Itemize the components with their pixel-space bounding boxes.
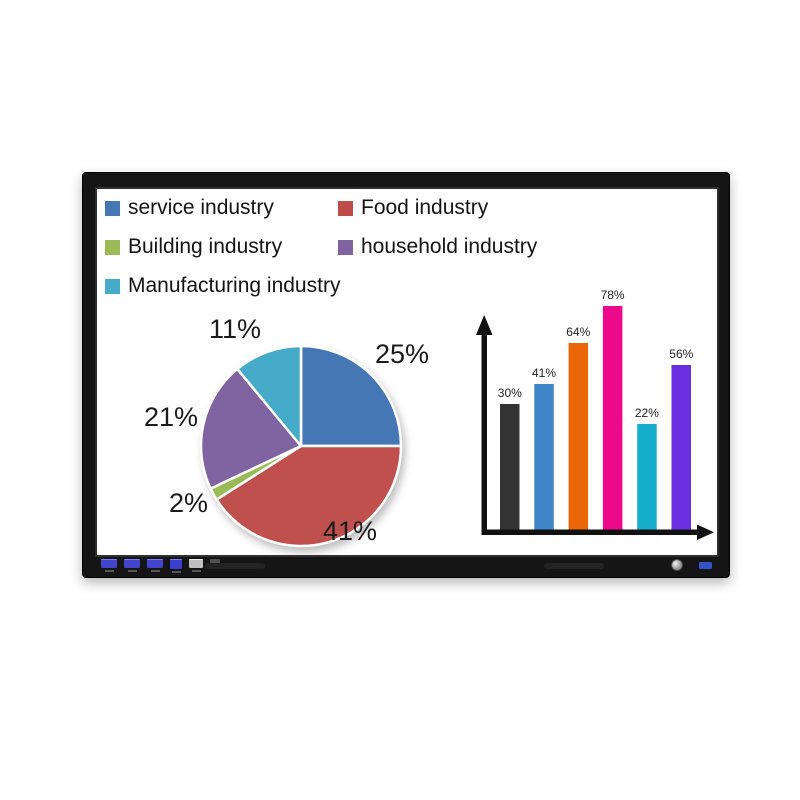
- bar: [637, 424, 657, 532]
- pie-chart: [199, 344, 403, 548]
- bar-value-label: 22%: [635, 406, 659, 420]
- legend-item: Manufacturing industry: [105, 274, 341, 297]
- speaker-grille: [205, 563, 265, 569]
- bar: [671, 365, 691, 532]
- pie-label-building: 2%: [169, 488, 209, 518]
- legend-item-label: Building industry: [128, 235, 283, 258]
- legend-item: Food industry: [338, 196, 705, 219]
- lan-port: [170, 559, 182, 573]
- port-label: [150, 570, 160, 572]
- power-button[interactable]: [671, 559, 683, 571]
- bar-value-label: 64%: [566, 325, 590, 339]
- pie-slice: [299, 344, 403, 448]
- port-label: [191, 570, 201, 572]
- bar: [500, 404, 520, 532]
- vga-port-1: [101, 559, 117, 572]
- legend: service industry Food industry Building in…: [105, 196, 705, 297]
- legend-item: Building industry: [105, 235, 338, 258]
- pie-label-manufacturing: 11%: [209, 314, 262, 344]
- legend-item-label: household industry: [361, 235, 538, 258]
- pie-label-food: 41%: [323, 516, 378, 546]
- legend-item: service industry: [105, 196, 338, 219]
- bar-chart: 30% 41% 64% 78% 22% 56%: [476, 289, 714, 540]
- bar-value-label: 56%: [669, 347, 693, 361]
- legend-swatch-icon: [105, 278, 120, 294]
- legend-swatch-icon: [105, 200, 120, 216]
- bar-value-label: 78%: [601, 289, 625, 302]
- hdmi-port: [189, 559, 203, 572]
- speaker-grille: [544, 563, 604, 569]
- bar-value-label: 30%: [498, 386, 522, 400]
- legend-swatch-icon: [105, 239, 120, 255]
- legend-swatch-icon: [338, 239, 353, 255]
- pie-label-household: 21%: [144, 402, 199, 432]
- ir-receiver: [699, 562, 712, 569]
- bar: [568, 343, 589, 532]
- bar: [602, 306, 623, 532]
- port-label: [171, 571, 181, 573]
- pie-slice: [199, 367, 303, 490]
- y-axis-arrow-icon: [476, 315, 493, 335]
- legend-item-label: service industry: [128, 196, 274, 219]
- legend-item-label: Food industry: [361, 196, 489, 219]
- bar: [534, 384, 554, 532]
- port-row: [101, 559, 220, 573]
- bar-value-label: 41%: [532, 366, 556, 380]
- legend-swatch-icon: [338, 200, 353, 216]
- pie-label-service: 25%: [375, 339, 430, 369]
- bottom-bezel: [83, 555, 729, 577]
- x-axis: [481, 529, 700, 535]
- legend-item-label: Manufacturing industry: [128, 274, 341, 297]
- bar-group: 30% 41% 64% 78% 22% 56%: [498, 289, 694, 532]
- pie-slice: [236, 344, 303, 448]
- legend-item: household industry: [338, 235, 705, 258]
- interactive-display: service industry Food industry Building in…: [82, 172, 730, 578]
- vga-port-2: [124, 559, 140, 572]
- vga-port-3: [147, 559, 163, 572]
- port-label: [104, 570, 114, 572]
- y-axis: [481, 329, 487, 535]
- x-axis-arrow-icon: [697, 524, 714, 540]
- display-screen[interactable]: service industry Food industry Building in…: [97, 189, 717, 555]
- port-label: [127, 570, 137, 572]
